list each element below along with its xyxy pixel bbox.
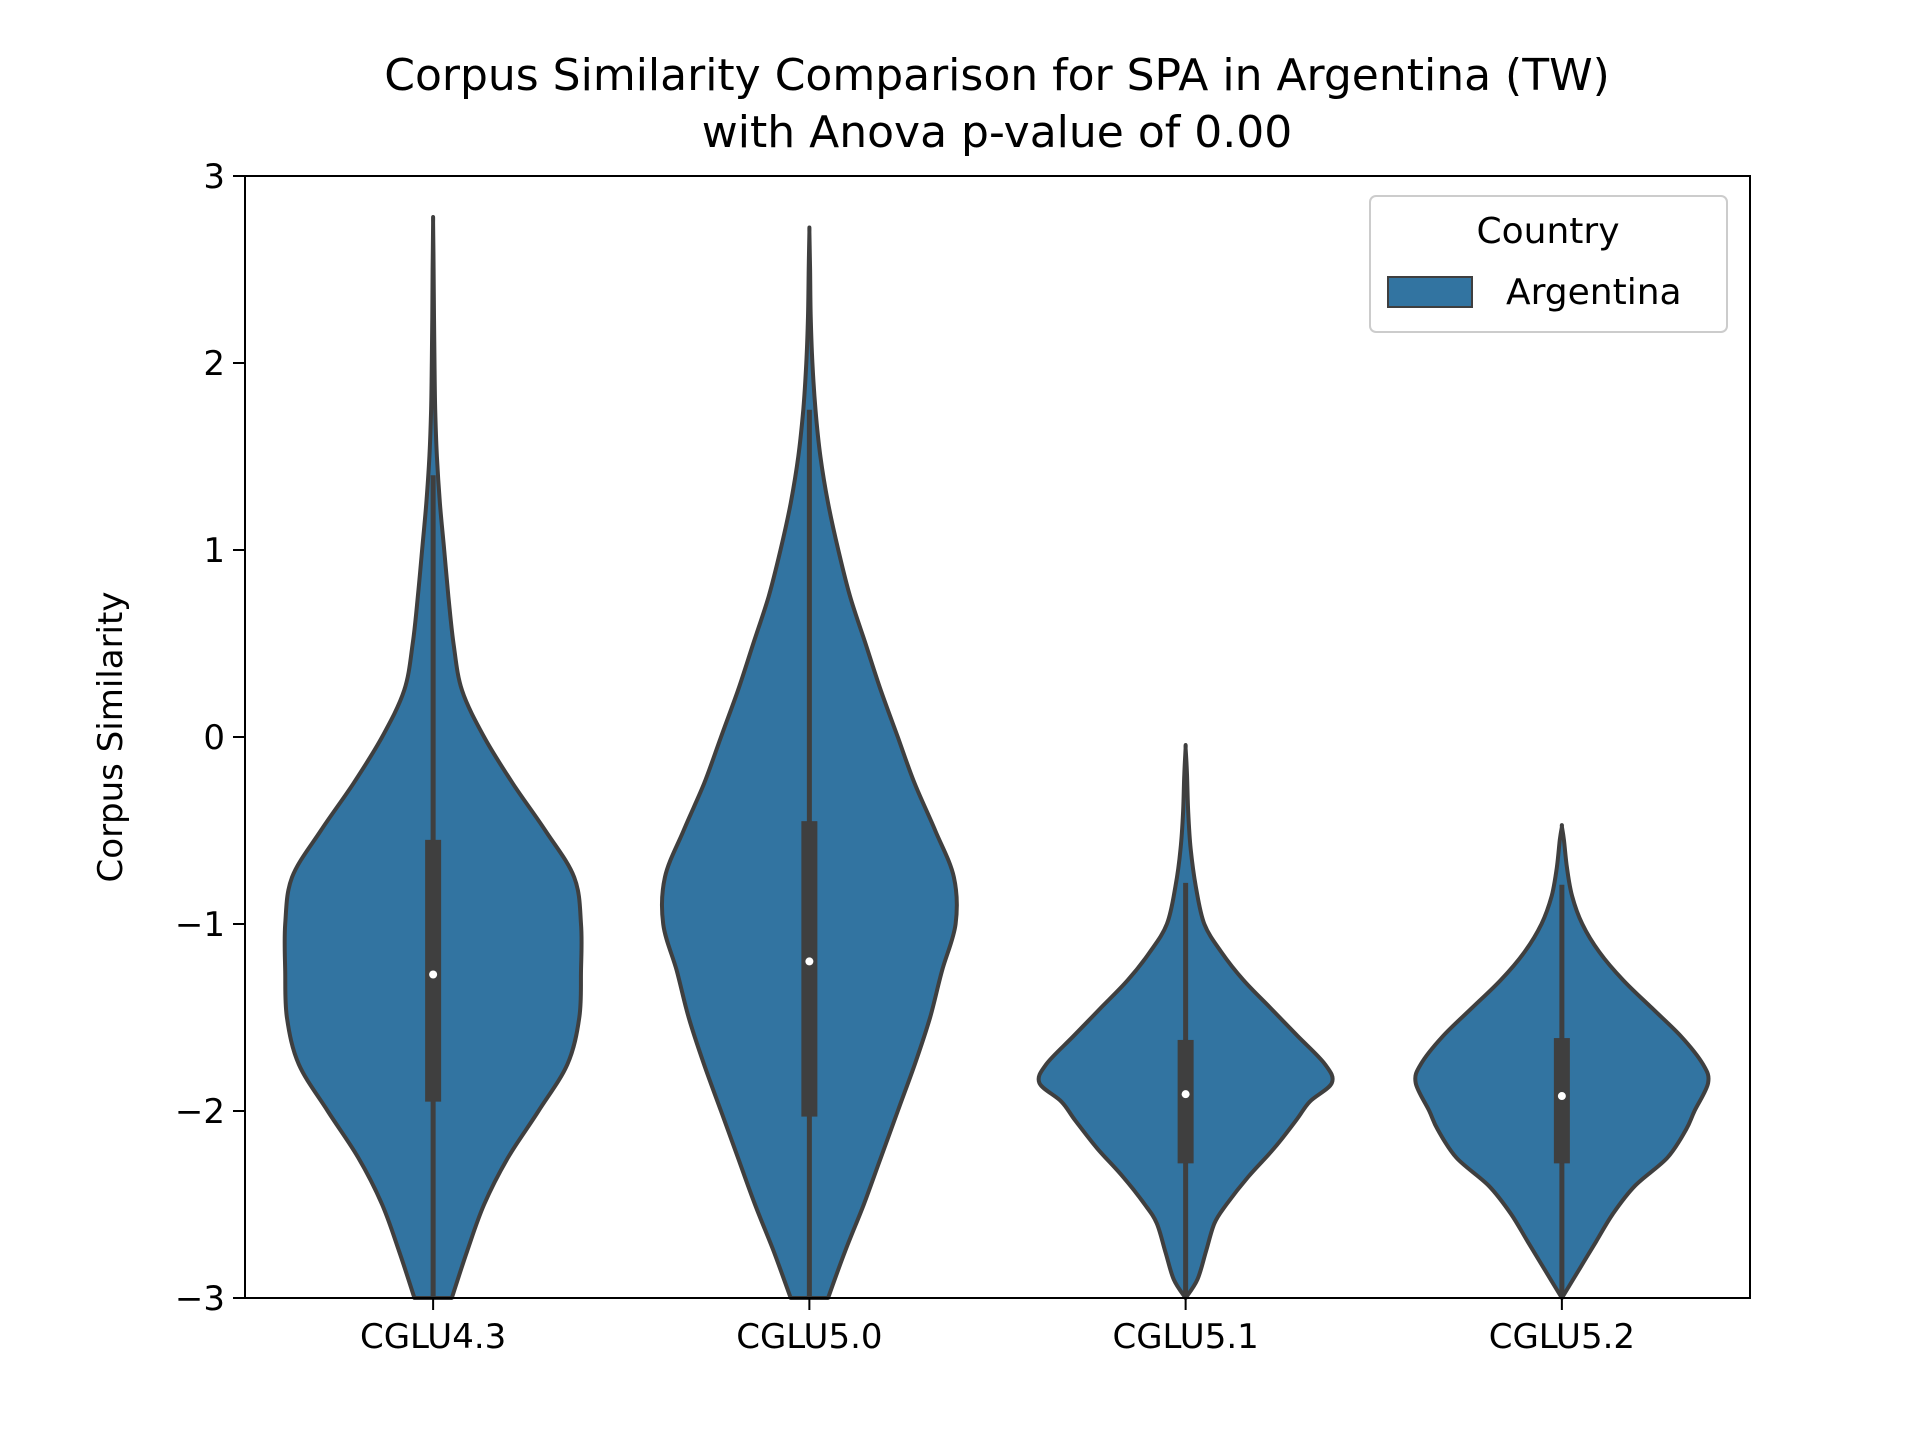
chart-title-line-1: Corpus Similarity Comparison for SPA in …	[384, 50, 1610, 101]
y-tick-label: −1	[175, 905, 225, 945]
y-tick-label: 0	[203, 718, 225, 758]
x-tick-label: CGLU4.3	[360, 1317, 506, 1357]
y-tick-label: −3	[175, 1279, 225, 1319]
legend-label-argentina: Argentina	[1506, 272, 1682, 313]
iqr-box	[1553, 1038, 1570, 1164]
violins-layer	[282, 214, 1711, 1300]
median-marker	[429, 970, 438, 979]
median-marker	[1181, 1090, 1190, 1099]
median-marker	[805, 957, 814, 966]
iqr-box	[1177, 1039, 1194, 1164]
legend-title: Country	[1476, 211, 1619, 252]
chart-title-line-2: with Anova p-value of 0.00	[702, 107, 1292, 158]
legend: Country Argentina	[1369, 195, 1728, 333]
iqr-box	[801, 821, 818, 1117]
y-tick-label: 3	[203, 157, 225, 197]
x-axis: CGLU4.3 CGLU5.0 CGLU5.1 CGLU5.2	[360, 1298, 1635, 1357]
median-marker	[1557, 1092, 1566, 1101]
legend-swatch-argentina	[1387, 276, 1473, 308]
y-tick-label: −2	[175, 1092, 225, 1132]
x-tick-label: CGLU5.2	[1489, 1317, 1635, 1357]
x-tick-label: CGLU5.0	[736, 1317, 882, 1357]
y-axis: 3 2 1 0 −1 −2 −3	[175, 157, 245, 1319]
y-tick-label: 2	[203, 344, 225, 384]
boxes-layer	[425, 409, 1570, 1298]
chart-title: Corpus Similarity Comparison for SPA in …	[384, 50, 1610, 158]
y-axis-label: Corpus Similarity	[91, 592, 131, 883]
y-tick-label: 1	[203, 531, 225, 571]
x-tick-label: CGLU5.1	[1112, 1317, 1258, 1357]
